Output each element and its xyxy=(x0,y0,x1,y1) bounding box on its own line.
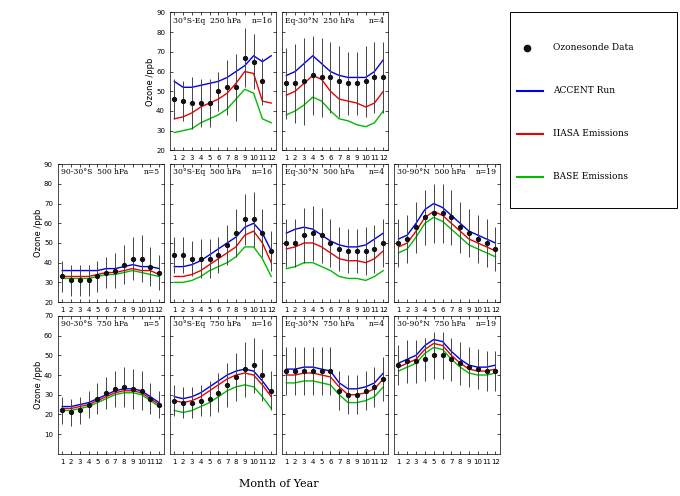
Text: n=16: n=16 xyxy=(252,16,273,24)
Y-axis label: Ozone /ppb: Ozone /ppb xyxy=(33,361,43,409)
Text: n=16: n=16 xyxy=(252,168,273,176)
Text: n=19: n=19 xyxy=(475,168,496,176)
Text: 30°S-Eq  750 hPa: 30°S-Eq 750 hPa xyxy=(173,320,241,328)
Text: Ozonesonde Data: Ozonesonde Data xyxy=(554,43,634,52)
Text: n=4: n=4 xyxy=(369,320,385,328)
Text: Eq-30°N  750 hPa: Eq-30°N 750 hPa xyxy=(285,320,354,328)
Y-axis label: Ozone /ppb: Ozone /ppb xyxy=(146,57,154,106)
Text: Eq-30°N  250 hPa: Eq-30°N 250 hPa xyxy=(285,16,354,24)
Text: BASE Emissions: BASE Emissions xyxy=(554,173,628,182)
Text: IIASA Emissions: IIASA Emissions xyxy=(554,129,629,138)
Text: Month of Year: Month of Year xyxy=(239,479,319,489)
Text: Eq-30°N  500 hPa: Eq-30°N 500 hPa xyxy=(285,168,354,176)
Text: n=5: n=5 xyxy=(144,320,160,328)
Text: ACCENT Run: ACCENT Run xyxy=(554,86,615,95)
Text: 30-90°N  500 hPa: 30-90°N 500 hPa xyxy=(397,168,466,176)
Text: n=16: n=16 xyxy=(252,320,273,328)
Text: n=4: n=4 xyxy=(369,16,385,24)
Y-axis label: Ozone /ppb: Ozone /ppb xyxy=(33,209,43,257)
Text: 30°S-Eq  500 hPa: 30°S-Eq 500 hPa xyxy=(173,168,241,176)
Text: 30-90°N  750 hPa: 30-90°N 750 hPa xyxy=(397,320,466,328)
Text: 90-30°S  750 hPa: 90-30°S 750 hPa xyxy=(61,320,129,328)
Text: n=19: n=19 xyxy=(475,320,496,328)
Text: 30°S-Eq  250 hPa: 30°S-Eq 250 hPa xyxy=(173,16,241,24)
Text: n=4: n=4 xyxy=(369,168,385,176)
Text: n=5: n=5 xyxy=(144,168,160,176)
Text: 90-30°S  500 hPa: 90-30°S 500 hPa xyxy=(61,168,129,176)
